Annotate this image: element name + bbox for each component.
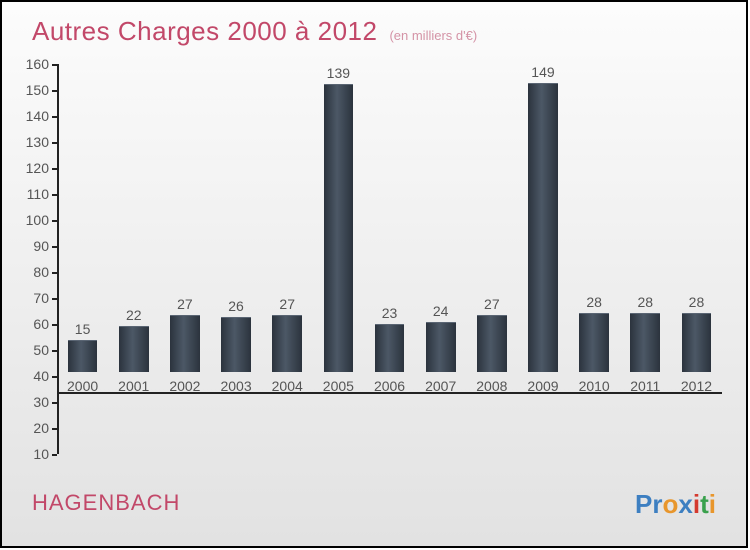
y-axis-label: 90 <box>9 238 49 254</box>
x-axis-label-2003: 2003 <box>210 378 261 394</box>
bar-slot-2009[interactable]: 149 2009 <box>517 64 568 394</box>
x-axis-label-2012: 2012 <box>671 378 722 394</box>
bar-value-label-2001: 22 <box>126 307 142 323</box>
bar-value-label-2006: 23 <box>382 305 398 321</box>
bar-2000[interactable] <box>68 340 98 372</box>
y-axis-label: 70 <box>9 290 49 306</box>
y-axis-tick <box>52 402 57 404</box>
bar-value-label-2012: 28 <box>689 294 705 310</box>
city-label: HAGENBACH <box>32 490 180 516</box>
logo-letter-0: P <box>635 489 652 520</box>
y-axis-label: 40 <box>9 368 49 384</box>
y-axis-label: 10 <box>9 446 49 462</box>
y-axis-label: 50 <box>9 342 49 358</box>
x-axis-label-2011: 2011 <box>620 378 671 394</box>
bar-2003[interactable] <box>221 317 251 372</box>
logo-letter-3: x <box>678 489 692 520</box>
chart-window: Autres Charges 2000 à 2012 (en milliers … <box>0 0 748 548</box>
y-axis-label: 110 <box>9 186 49 202</box>
bar-2002[interactable] <box>170 315 200 372</box>
bar-value-label-2008: 27 <box>484 296 500 312</box>
chart-title: Autres Charges 2000 à 2012 <box>32 16 377 47</box>
bar-slot-2010[interactable]: 28 2010 <box>569 64 620 394</box>
x-axis-label-2000: 2000 <box>57 378 108 394</box>
bar-value-label-2009: 149 <box>531 64 554 80</box>
bar-value-label-2010: 28 <box>586 294 602 310</box>
bar-value-label-2011: 28 <box>638 294 654 310</box>
bar-slot-2000[interactable]: 15 2000 <box>57 64 108 394</box>
bar-slot-2006[interactable]: 23 2006 <box>364 64 415 394</box>
logo-letter-6: i <box>709 489 716 520</box>
y-axis-label: 80 <box>9 264 49 280</box>
y-axis-label: 60 <box>9 316 49 332</box>
bar-2011[interactable] <box>630 313 660 372</box>
y-axis-label: 140 <box>9 108 49 124</box>
bar-2006[interactable] <box>375 324 405 372</box>
bar-2004[interactable] <box>272 315 302 372</box>
bar-value-label-2003: 26 <box>228 298 244 314</box>
bar-slot-2011[interactable]: 28 2011 <box>620 64 671 394</box>
x-axis-label-2009: 2009 <box>517 378 568 394</box>
bar-value-label-2004: 27 <box>279 296 295 312</box>
x-axis-label-2007: 2007 <box>415 378 466 394</box>
x-axis-label-2004: 2004 <box>262 378 313 394</box>
y-axis-label: 120 <box>9 160 49 176</box>
y-axis-tick <box>52 454 57 456</box>
y-axis-tick <box>52 428 57 430</box>
y-axis-label: 150 <box>9 82 49 98</box>
chart-header: Autres Charges 2000 à 2012 (en milliers … <box>2 2 746 47</box>
x-axis-label-2006: 2006 <box>364 378 415 394</box>
bar-value-label-2007: 24 <box>433 303 449 319</box>
x-axis-label-2002: 2002 <box>159 378 210 394</box>
bar-slot-2003[interactable]: 26 2003 <box>210 64 261 394</box>
bar-2008[interactable] <box>477 315 507 372</box>
y-axis-label: 20 <box>9 420 49 436</box>
bar-slot-2008[interactable]: 27 2008 <box>466 64 517 394</box>
bar-2001[interactable] <box>119 326 149 372</box>
bar-value-label-2002: 27 <box>177 296 193 312</box>
bars-row: 15 2000 22 2001 27 2002 26 2003 27 2004 139 2005 23 2… <box>57 64 722 394</box>
logo-letter-5: t <box>700 489 709 520</box>
bar-value-label-2000: 15 <box>75 321 91 337</box>
logo-letter-2: o <box>663 489 679 520</box>
bar-value-label-2005: 139 <box>327 65 350 81</box>
bar-2012[interactable] <box>682 313 712 372</box>
bar-slot-2012[interactable]: 28 2012 <box>671 64 722 394</box>
logo-letter-4: i <box>693 489 700 520</box>
chart-subtitle: (en milliers d'€) <box>389 28 477 43</box>
x-axis-label-2010: 2010 <box>569 378 620 394</box>
bar-slot-2001[interactable]: 22 2001 <box>108 64 159 394</box>
bar-2009[interactable] <box>528 83 558 372</box>
bar-slot-2002[interactable]: 27 2002 <box>159 64 210 394</box>
bar-slot-2007[interactable]: 24 2007 <box>415 64 466 394</box>
y-axis-label: 30 <box>9 394 49 410</box>
x-axis-label-2008: 2008 <box>466 378 517 394</box>
y-axis-label: 160 <box>9 56 49 72</box>
y-axis-label: 130 <box>9 134 49 150</box>
bar-2010[interactable] <box>579 313 609 372</box>
y-axis-label: 100 <box>9 212 49 228</box>
bar-slot-2005[interactable]: 139 2005 <box>313 64 364 394</box>
bar-2005[interactable] <box>324 84 354 372</box>
x-axis-label-2001: 2001 <box>108 378 159 394</box>
bar-2007[interactable] <box>426 322 456 373</box>
logo-letter-1: r <box>652 489 662 520</box>
bar-slot-2004[interactable]: 27 2004 <box>262 64 313 394</box>
plot-area: 10 20 30 40 50 60 70 80 90 100 110 120 130 140 150 160 … <box>57 64 722 454</box>
x-axis-label-2005: 2005 <box>313 378 364 394</box>
